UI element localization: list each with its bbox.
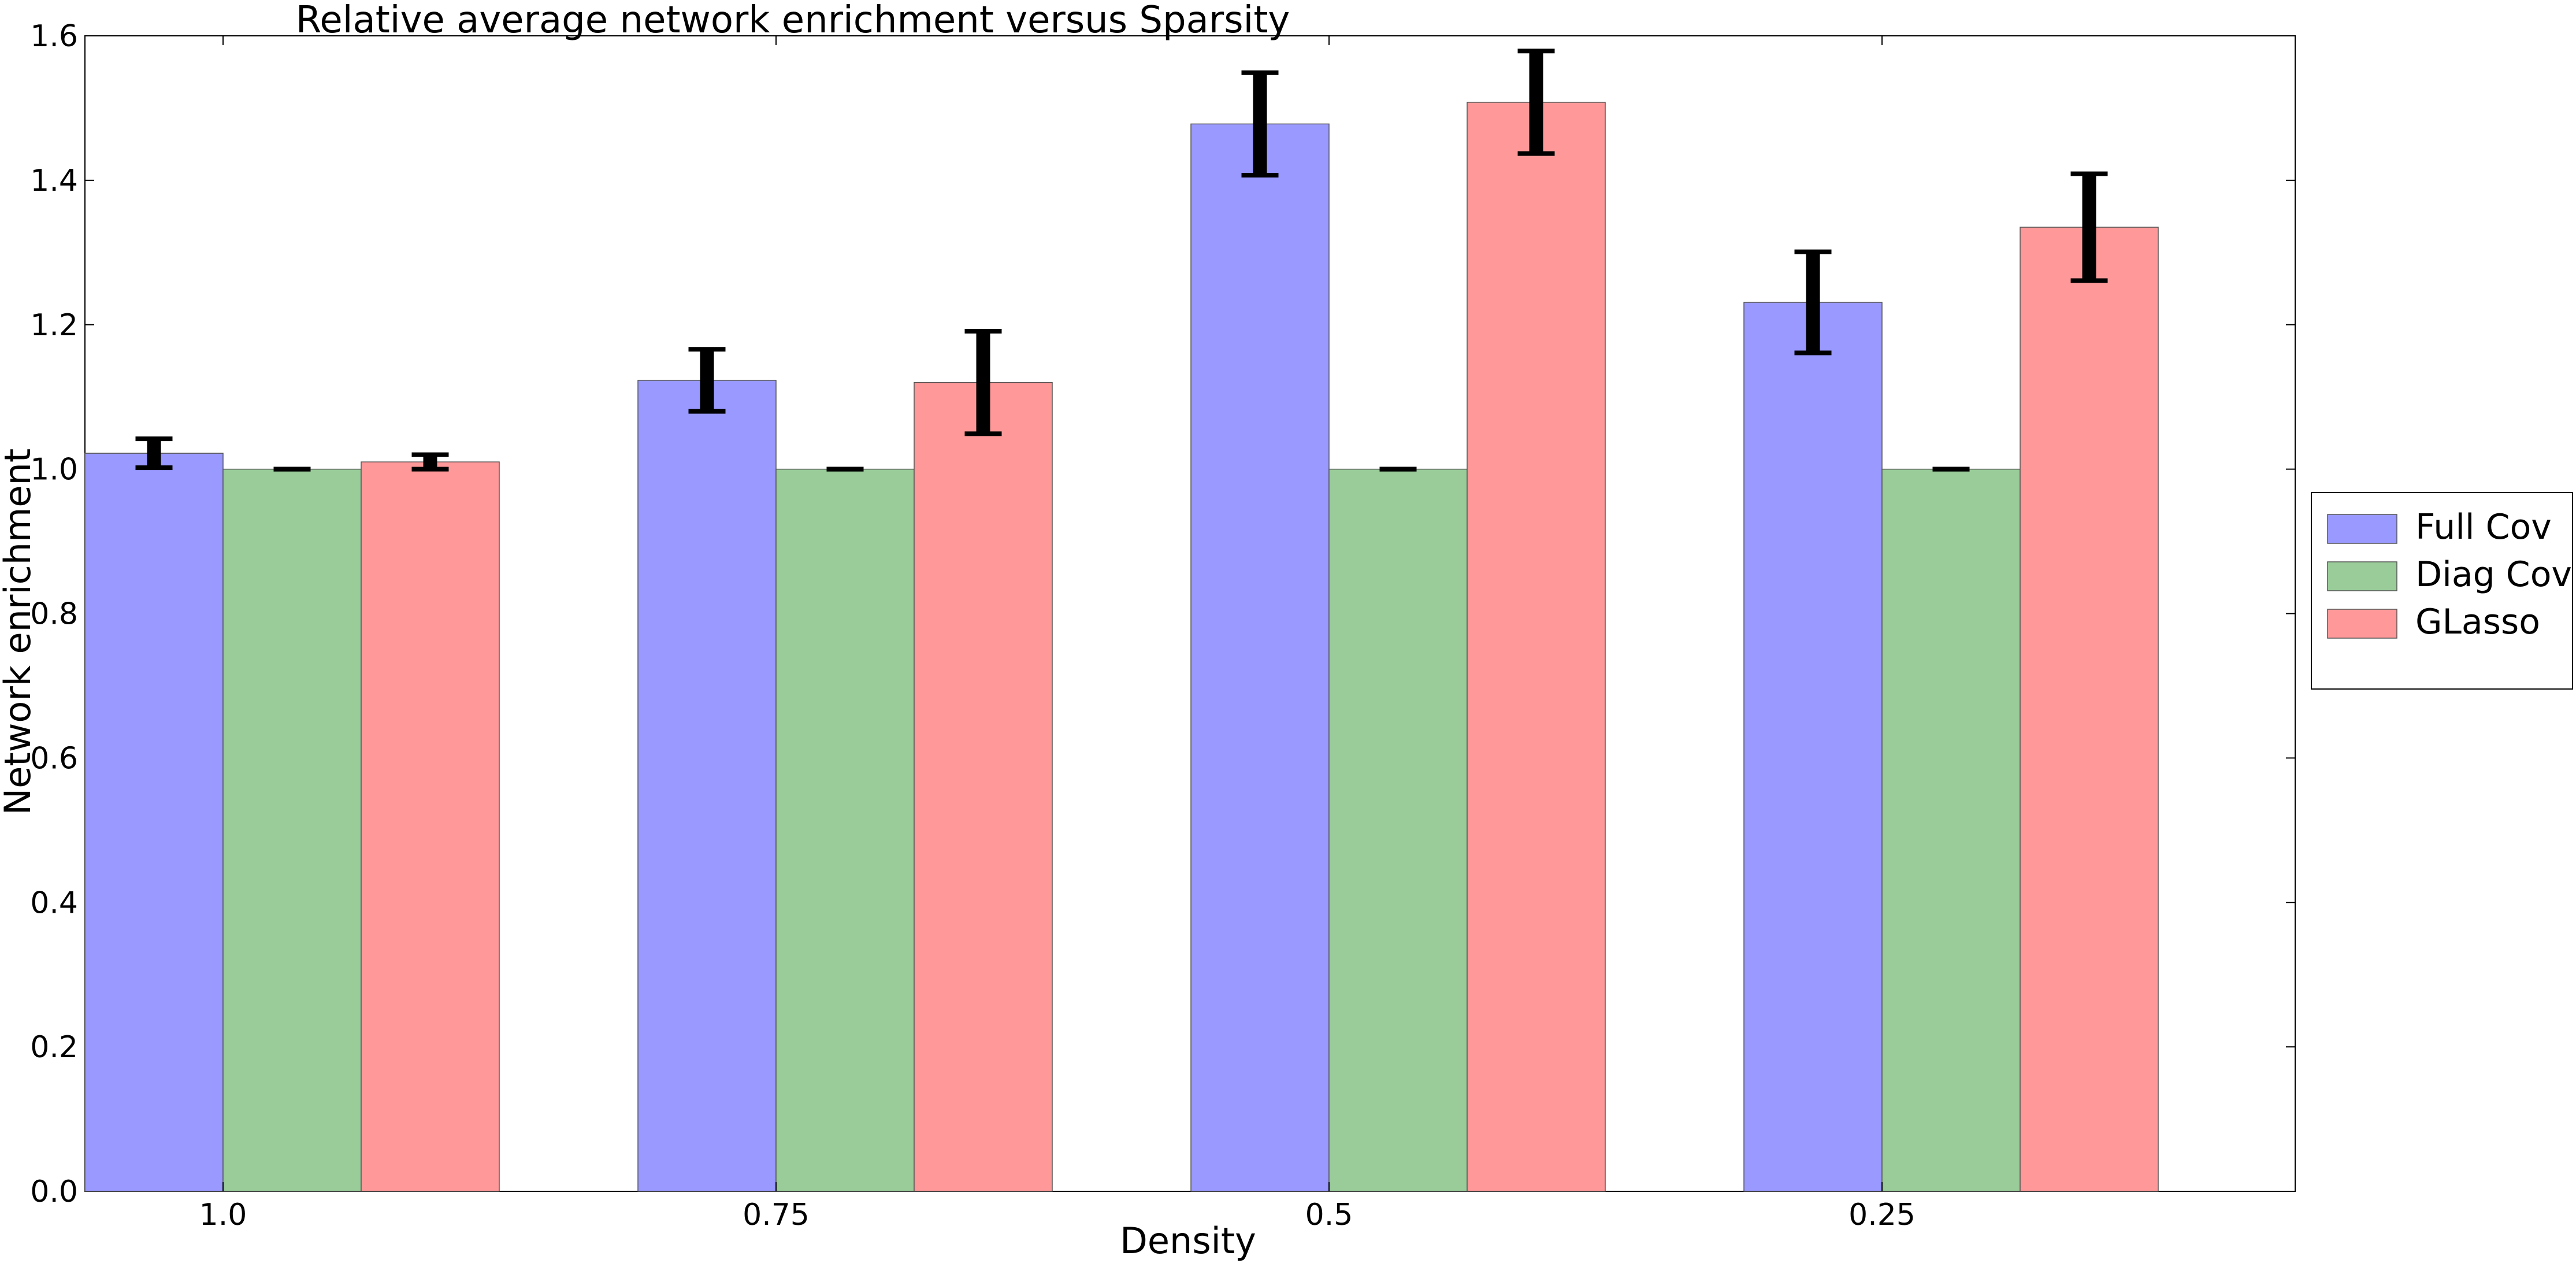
bar-glasso-0.75 xyxy=(914,382,1053,1192)
y-tick-label: 1.4 xyxy=(30,164,78,198)
bar-full-cov-1.0 xyxy=(84,453,224,1192)
bar-diag-cov-0.5 xyxy=(1328,468,1468,1192)
y-tick-label: 0.4 xyxy=(30,886,78,920)
bar-glasso-0.25 xyxy=(2020,227,2159,1192)
y-tick-label: 0.2 xyxy=(30,1030,78,1065)
bar-full-cov-0.25 xyxy=(1743,302,1883,1192)
bar-diag-cov-0.75 xyxy=(775,468,915,1192)
x-tick-label: 0.5 xyxy=(1305,1198,1353,1232)
bar-full-cov-0.5 xyxy=(1190,123,1330,1192)
bar-full-cov-0.75 xyxy=(637,380,777,1192)
legend-label: GLasso xyxy=(2415,602,2540,642)
bar-diag-cov-1.0 xyxy=(222,468,362,1192)
x-tick-label: 0.25 xyxy=(1849,1198,1916,1232)
y-tick-label: 0.8 xyxy=(30,597,78,632)
chart-title: Relative average network enrichment vers… xyxy=(296,0,1290,42)
plot-area: 0.0 0.2 0.4 0.6 0.8 1.0 1.2 1.4 1.6 1.0 0.75 0.5 0.2… xyxy=(30,19,2296,1232)
legend-swatch xyxy=(2327,514,2397,544)
y-axis-label: Network enrichment xyxy=(0,449,39,815)
legend: Full Cov Diag Cov GLasso xyxy=(2311,492,2573,690)
legend-swatch xyxy=(2327,561,2397,591)
bar-diag-cov-0.25 xyxy=(1881,468,2021,1192)
bar-glasso-0.5 xyxy=(1467,102,1606,1192)
y-tick-label: 0.6 xyxy=(30,741,78,776)
legend-swatch xyxy=(2327,609,2397,639)
x-axis-label: Density xyxy=(1120,1220,1256,1262)
x-tick-label: 1.0 xyxy=(199,1198,247,1232)
legend-label: Full Cov xyxy=(2415,507,2552,547)
y-tick-label: 1.6 xyxy=(30,19,78,54)
x-tick-label: 0.75 xyxy=(743,1198,810,1232)
y-tick-label: 1.0 xyxy=(30,453,78,487)
legend-label: Diag Cov xyxy=(2415,554,2572,595)
y-tick-label: 1.2 xyxy=(30,308,78,343)
y-tick-label: 0.0 xyxy=(30,1175,78,1209)
bar-glasso-1.0 xyxy=(361,461,500,1192)
